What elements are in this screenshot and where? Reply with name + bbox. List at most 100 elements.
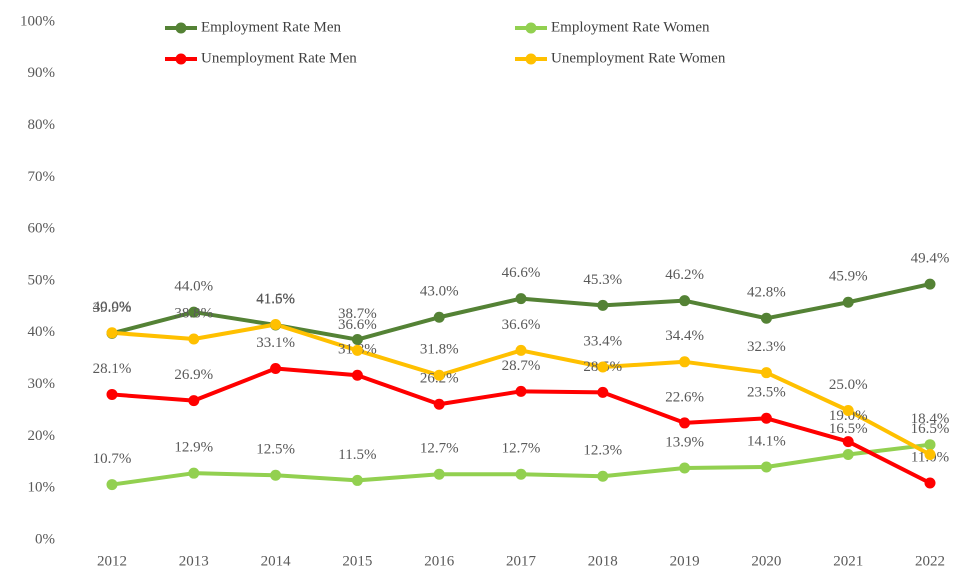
data-label: 49.4% xyxy=(911,251,950,267)
marker xyxy=(597,470,609,482)
data-label: 12.7% xyxy=(502,441,541,457)
x-tick-label: 2014 xyxy=(261,553,292,569)
marker xyxy=(924,477,936,489)
data-label: 45.3% xyxy=(583,272,622,288)
marker xyxy=(270,363,282,375)
marker xyxy=(760,461,772,473)
marker xyxy=(351,369,363,381)
marker xyxy=(351,334,363,346)
marker xyxy=(679,295,691,307)
x-tick-label: 2021 xyxy=(833,553,863,569)
legend-label: Unemployment Rate Women xyxy=(551,50,726,66)
marker xyxy=(433,311,445,323)
data-label: 36.6% xyxy=(338,317,377,333)
x-tick-label: 2016 xyxy=(424,553,455,569)
marker xyxy=(842,296,854,308)
data-label: 41.6% xyxy=(256,291,295,307)
data-label: 14.1% xyxy=(747,433,786,449)
marker xyxy=(760,312,772,324)
data-label: 42.8% xyxy=(747,285,786,301)
marker xyxy=(515,293,527,305)
data-label: 33.1% xyxy=(256,335,295,351)
x-tick-label: 2019 xyxy=(670,553,700,569)
data-label: 12.9% xyxy=(174,440,213,456)
data-label: 46.6% xyxy=(502,265,541,281)
data-label: 28.7% xyxy=(502,358,541,374)
y-tick-label: 30% xyxy=(28,376,56,392)
y-tick-label: 10% xyxy=(28,480,56,496)
data-label: 38.7% xyxy=(338,306,377,322)
data-label: 34.4% xyxy=(665,328,704,344)
marker xyxy=(270,469,282,481)
x-tick-label: 2012 xyxy=(97,553,127,569)
marker xyxy=(597,299,609,311)
data-label: 41.5% xyxy=(256,291,295,307)
marker xyxy=(924,439,936,451)
series-line xyxy=(111,366,931,485)
x-tick-label: 2022 xyxy=(915,553,945,569)
y-tick-label: 100% xyxy=(20,13,55,29)
marker xyxy=(106,479,118,491)
data-label: 39.9% xyxy=(93,300,132,316)
y-tick-label: 0% xyxy=(35,531,55,547)
marker xyxy=(842,436,854,448)
data-label: 28.1% xyxy=(93,361,132,377)
x-tick-label: 2015 xyxy=(342,553,372,569)
y-tick-label: 70% xyxy=(28,169,56,185)
data-label: 12.7% xyxy=(420,441,459,457)
y-tick-label: 90% xyxy=(28,65,56,81)
marker xyxy=(597,361,609,373)
marker xyxy=(924,278,936,290)
data-label: 11.5% xyxy=(338,447,376,463)
data-label: 36.6% xyxy=(502,317,541,333)
data-label: 43.0% xyxy=(420,284,459,300)
legend-marker xyxy=(525,22,537,34)
legend-marker xyxy=(525,53,537,65)
data-label: 10.7% xyxy=(93,451,132,467)
marker xyxy=(924,449,936,461)
marker xyxy=(433,468,445,480)
data-label: 33.4% xyxy=(583,333,622,349)
y-tick-label: 60% xyxy=(28,221,56,237)
data-label: 44.0% xyxy=(174,279,213,295)
y-tick-label: 40% xyxy=(28,324,56,340)
y-tick-label: 50% xyxy=(28,272,56,288)
marker xyxy=(597,386,609,398)
marker xyxy=(106,327,118,339)
marker xyxy=(760,367,772,379)
data-label: 16.5% xyxy=(911,421,950,437)
legend-label: Unemployment Rate Men xyxy=(201,50,357,66)
x-tick-label: 2020 xyxy=(751,553,781,569)
marker xyxy=(433,398,445,410)
legend-marker xyxy=(175,53,187,65)
marker xyxy=(515,344,527,356)
data-label: 40.0% xyxy=(93,299,132,315)
marker xyxy=(188,306,200,318)
data-label: 13.9% xyxy=(665,434,704,450)
marker xyxy=(515,468,527,480)
marker xyxy=(188,333,200,345)
marker xyxy=(188,467,200,479)
marker xyxy=(679,462,691,474)
x-tick-label: 2013 xyxy=(179,553,209,569)
y-tick-label: 80% xyxy=(28,117,56,133)
data-label: 12.3% xyxy=(583,443,622,459)
marker xyxy=(351,344,363,356)
legend-label: Employment Rate Men xyxy=(201,19,341,35)
legend-label: Employment Rate Women xyxy=(551,19,710,35)
data-label: 26.9% xyxy=(174,367,213,383)
x-tick-label: 2018 xyxy=(588,553,618,569)
x-tick-label: 2017 xyxy=(506,553,537,569)
marker xyxy=(842,405,854,416)
data-label: 31.8% xyxy=(420,342,459,358)
data-label: 25.0% xyxy=(829,377,868,393)
data-label: 45.9% xyxy=(829,269,868,285)
legend-marker xyxy=(175,22,187,34)
marker xyxy=(842,449,854,461)
data-label: 32.3% xyxy=(747,339,786,355)
data-label: 38.8% xyxy=(174,305,213,321)
data-label: 18.4% xyxy=(911,411,950,427)
marker xyxy=(679,417,691,429)
marker xyxy=(433,369,445,381)
